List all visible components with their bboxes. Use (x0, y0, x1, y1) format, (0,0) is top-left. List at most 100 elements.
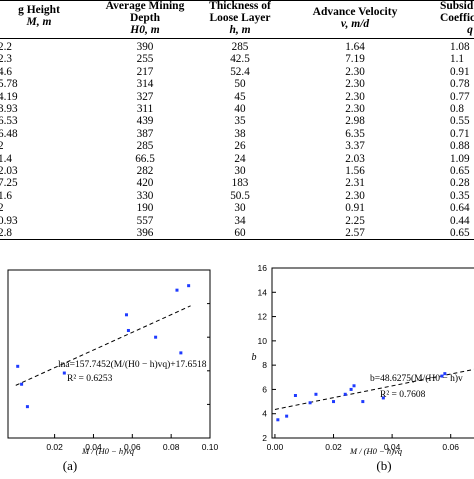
data-point (276, 418, 280, 422)
table-cell: 35 (234, 115, 246, 128)
table-cell: 26 (234, 140, 246, 153)
header-advance-velocity: Advance Velocity v, m/d (312, 6, 398, 30)
data-point (126, 328, 130, 332)
table-row: 5.78 314 50 2.30 0.78 (0, 78, 474, 90)
table-cell: 30 (234, 165, 246, 177)
table-cell: 30 (234, 202, 246, 215)
y-axis-label: b (252, 352, 257, 363)
data-point (16, 364, 20, 368)
table-cell: 330 (136, 189, 154, 202)
table-cell: 0.91 (450, 65, 470, 78)
header-subsidence: Subsid Coeffic q (440, 0, 474, 36)
table-cell: 2.2 (0, 41, 12, 53)
x-tick-label: 0.08 (163, 442, 180, 452)
table-cell: 42.5 (230, 53, 250, 66)
table-cell: 66.5 (135, 152, 155, 165)
table-cell: 420 (136, 177, 154, 190)
table-cell: 0.71 (450, 127, 470, 140)
table-cell: 3.37 (345, 140, 365, 153)
x-tick-label: 0.02 (325, 442, 342, 452)
table-cell: 2.30 (345, 90, 365, 103)
data-point (314, 392, 318, 396)
table-cell: 2.57 (345, 227, 365, 239)
regression-equation: lna=157.7452(M/(H0 − h)vq)+17.6518 (58, 359, 207, 370)
y-tick-label: 6 (262, 384, 267, 394)
table-cell: 40 (234, 103, 246, 115)
x-axis-label: M / (H0 − h)vq (81, 446, 135, 456)
table-row: 1.6 330 50.5 2.30 0.35 (0, 190, 474, 202)
table-cell: 0.88 (450, 140, 470, 153)
table-row: 6.53 439 35 2.98 0.55 (0, 115, 474, 127)
table-cell: 2.31 (345, 177, 365, 190)
data-point (20, 382, 24, 386)
table-cell: 285 (231, 41, 249, 53)
header-height: g Height M, m (18, 4, 60, 28)
table-cell: 2.98 (345, 115, 365, 128)
table-cell: 50 (234, 78, 246, 91)
table-cell: 314 (136, 78, 154, 91)
y-tick-label: 14 (258, 287, 268, 297)
table-cell: 1.64 (345, 41, 365, 53)
data-point (361, 400, 365, 404)
table-cell: 1.4 (0, 152, 12, 165)
table-cell: 396 (136, 227, 154, 239)
table-cell: 0.28 (450, 177, 470, 190)
table-cell: 0.65 (450, 227, 470, 239)
table-cell: 7.19 (345, 53, 365, 66)
table-cell: 0.65 (450, 165, 470, 177)
data-point (124, 313, 128, 317)
x-tick-label: 0.04 (85, 442, 102, 452)
data-point (349, 387, 353, 391)
table-cell: 0.44 (450, 214, 470, 227)
regression-equation: b=48.6275(M/(H0 − h)v (370, 373, 463, 384)
table-cell: 0.8 (450, 103, 464, 115)
chart-a: 0.02 0.04 0.06 0.08 0.10 lna=157.7452(M/(H0 −… (0, 250, 230, 474)
table-cell: 2.03 (345, 152, 365, 165)
table-cell: 183 (231, 177, 249, 190)
plot-frame (271, 267, 474, 439)
data-point (343, 392, 347, 396)
x-tick-label: 0.10 (202, 442, 219, 452)
table-cell: 1.09 (450, 152, 470, 165)
y-tick-label: 16 (258, 263, 268, 273)
table-cell: 60 (234, 227, 246, 239)
table-cell: 255 (136, 53, 154, 66)
table-cell: 0.55 (450, 115, 470, 128)
x-tick-label: 0.06 (442, 442, 459, 452)
table-cell: 6.53 (0, 115, 18, 128)
x-axis-label: M / (H0 − h)vq (349, 446, 403, 456)
data-point (381, 396, 385, 400)
data-point (352, 384, 356, 388)
table-row: 2.03 282 30 1.56 0.65 (0, 165, 474, 177)
table-cell: 1.56 (345, 165, 365, 177)
data-point (62, 371, 66, 375)
x-tick-label: 0.02 (46, 442, 63, 452)
data-point (332, 400, 336, 404)
table-cell: 0.91 (345, 202, 365, 215)
table-cell: 0.78 (450, 78, 470, 91)
y-tick-label: 4 (262, 409, 267, 419)
table-cell: 1.1 (450, 53, 464, 66)
y-tick-label: 2 (262, 433, 267, 443)
chart-a-svg: 0.02 0.04 0.06 0.08 0.10 lna=157.7452(M/(H0 −… (7, 269, 219, 473)
table-cell: 2.30 (345, 65, 365, 78)
data-point (25, 405, 29, 409)
table-cell: 285 (136, 140, 154, 153)
table-row: 0.93 557 34 2.25 0.44 (0, 215, 474, 227)
table-cell: 2 (0, 140, 4, 153)
table-cell: 282 (136, 165, 154, 177)
chart-b: 2 4 6 8 10 12 14 16 0.00 0.02 0.04 0.06 b b=48.6275(M… (240, 250, 474, 474)
table-cell: 217 (136, 65, 154, 78)
header-mining-depth: Average Mining Depth H0, m (105, 0, 185, 36)
table-cell: 2.30 (345, 78, 365, 91)
table-bottom-rule (0, 239, 474, 240)
table-cell: 311 (136, 103, 154, 115)
table-row: 4.19 327 45 2.30 0.77 (0, 91, 474, 103)
data-point (187, 284, 191, 288)
table-row: 6.48 387 38 6.35 0.71 (0, 128, 474, 140)
table-cell: 6.35 (345, 127, 365, 140)
data-point (179, 351, 183, 355)
chart-b-svg: 2 4 6 8 10 12 14 16 0.00 0.02 0.04 0.06 b b=48.6275(M… (252, 263, 474, 473)
table-cell: 24 (234, 152, 246, 165)
table-cell: 2.03 (0, 165, 18, 177)
